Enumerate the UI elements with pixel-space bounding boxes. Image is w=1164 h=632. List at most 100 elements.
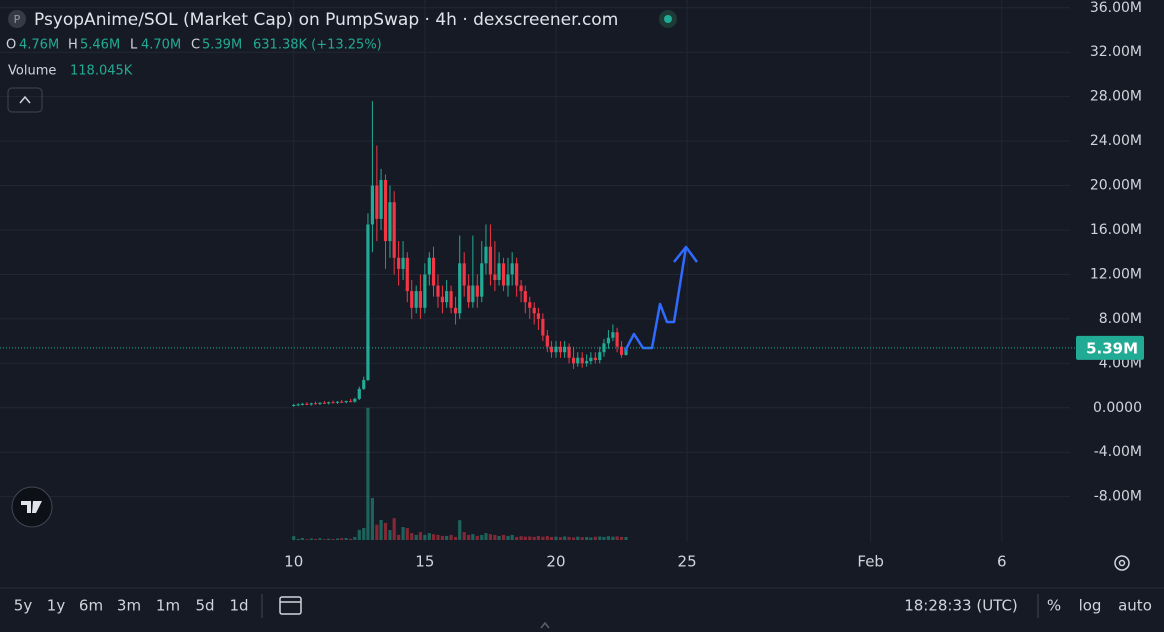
volume-bar bbox=[480, 534, 484, 540]
volume-bar bbox=[313, 538, 318, 540]
ohlc-value: 4.76M bbox=[19, 38, 59, 53]
clock[interactable]: 18:28:33 (UTC) bbox=[904, 597, 1018, 615]
symbol-icon bbox=[8, 10, 26, 28]
volume-pane bbox=[292, 407, 628, 540]
candle-body bbox=[436, 285, 440, 297]
candles bbox=[292, 101, 628, 407]
candle-body bbox=[458, 263, 462, 314]
change: 631.38K (+13.25%) bbox=[253, 38, 382, 53]
volume-bar bbox=[471, 534, 475, 540]
candle-body bbox=[567, 346, 571, 358]
candle-body bbox=[576, 357, 580, 364]
volume-bar bbox=[327, 538, 331, 540]
range-button[interactable]: 5d bbox=[195, 597, 214, 615]
volume-bar bbox=[410, 533, 414, 540]
range-button[interactable]: 1m bbox=[156, 597, 180, 615]
candle-body bbox=[545, 335, 549, 347]
y-tick-label: -8.00M bbox=[1094, 489, 1142, 505]
volume-bar bbox=[528, 536, 532, 540]
y-tick-label: -4.00M bbox=[1094, 444, 1142, 460]
candle-body bbox=[462, 263, 466, 286]
volume-bar bbox=[593, 536, 597, 540]
candle-body bbox=[493, 274, 497, 280]
volume-bar bbox=[309, 538, 313, 540]
volume-bar bbox=[318, 538, 322, 540]
volume-bar bbox=[576, 536, 580, 540]
volume-bar bbox=[488, 534, 493, 540]
volume-bar bbox=[423, 534, 427, 540]
candle-body bbox=[349, 401, 353, 403]
volume-bar bbox=[484, 533, 488, 540]
volume-label: Volume bbox=[8, 64, 56, 79]
volume-bar bbox=[453, 536, 458, 540]
range-button[interactable]: 1d bbox=[229, 597, 248, 615]
candle-body bbox=[541, 318, 545, 336]
ohlc-value: 5.46M bbox=[80, 38, 120, 53]
candle-body bbox=[362, 380, 366, 389]
range-button[interactable]: 1y bbox=[47, 597, 66, 615]
volume-bar bbox=[331, 538, 335, 540]
volume-bar bbox=[392, 518, 396, 540]
volume-bar bbox=[515, 536, 519, 540]
candle-body bbox=[353, 398, 357, 402]
candle-body bbox=[322, 402, 327, 404]
candle-body bbox=[335, 401, 340, 403]
volume-bar bbox=[589, 537, 593, 540]
volume-bar bbox=[362, 528, 366, 540]
log-toggle[interactable]: log bbox=[1079, 597, 1102, 615]
candle-body bbox=[497, 263, 501, 280]
settings-button[interactable] bbox=[1114, 555, 1130, 571]
y-tick-label: 12.00M bbox=[1090, 266, 1142, 282]
candle-body bbox=[388, 202, 392, 242]
candle-body bbox=[366, 224, 370, 380]
settings-icon bbox=[1118, 559, 1126, 567]
expand-handle[interactable] bbox=[540, 621, 550, 629]
range-button[interactable]: 6m bbox=[79, 597, 103, 615]
volume-bar bbox=[388, 530, 392, 540]
volume-bar bbox=[370, 498, 375, 540]
auto-toggle[interactable]: auto bbox=[1118, 597, 1152, 615]
percent-toggle[interactable]: % bbox=[1047, 597, 1061, 615]
y-tick-label: 0.0000 bbox=[1093, 400, 1142, 416]
ohlc-value: 4.70M bbox=[141, 38, 181, 53]
candle-body bbox=[501, 263, 506, 286]
volume-bar bbox=[405, 528, 409, 540]
candle-body bbox=[598, 352, 602, 360]
volume-bar bbox=[580, 537, 584, 540]
collapse-button[interactable] bbox=[7, 87, 43, 113]
y-tick-label: 8.00M bbox=[1099, 311, 1142, 327]
volume-bar bbox=[449, 534, 453, 540]
range-button[interactable]: 3m bbox=[117, 597, 141, 615]
range-button[interactable]: 5y bbox=[14, 597, 33, 615]
candle-body bbox=[318, 402, 322, 404]
tv-logo-mark bbox=[21, 501, 42, 513]
volume-bar bbox=[335, 538, 340, 540]
collapse-icon bbox=[19, 95, 31, 104]
candle-body bbox=[427, 257, 431, 275]
y-tick-label: 20.00M bbox=[1090, 178, 1142, 194]
candle-body bbox=[305, 403, 309, 405]
x-tick-label: 20 bbox=[546, 553, 565, 571]
volume-bar bbox=[379, 519, 383, 540]
candle-body bbox=[558, 346, 563, 353]
volume-bar bbox=[445, 535, 449, 540]
volume-bar bbox=[366, 407, 370, 540]
candle-body bbox=[375, 185, 379, 219]
volume-bar bbox=[475, 535, 479, 540]
candle-body bbox=[532, 307, 536, 314]
x-tick-label: Feb bbox=[857, 553, 884, 571]
volume-bar bbox=[619, 536, 624, 540]
candle-body bbox=[340, 401, 344, 403]
volume-bar bbox=[436, 534, 440, 540]
candle-body bbox=[449, 291, 453, 308]
candle-body bbox=[344, 401, 348, 403]
status-dot bbox=[664, 15, 672, 23]
volume-bar bbox=[462, 532, 466, 540]
last-price-label: 5.39M bbox=[1086, 339, 1138, 357]
y-tick-label: 28.00M bbox=[1090, 89, 1142, 105]
volume-bar bbox=[431, 534, 436, 540]
volume-bar bbox=[602, 536, 606, 540]
date-range-button[interactable] bbox=[279, 596, 302, 615]
volume-value: 118.045K bbox=[70, 64, 133, 79]
